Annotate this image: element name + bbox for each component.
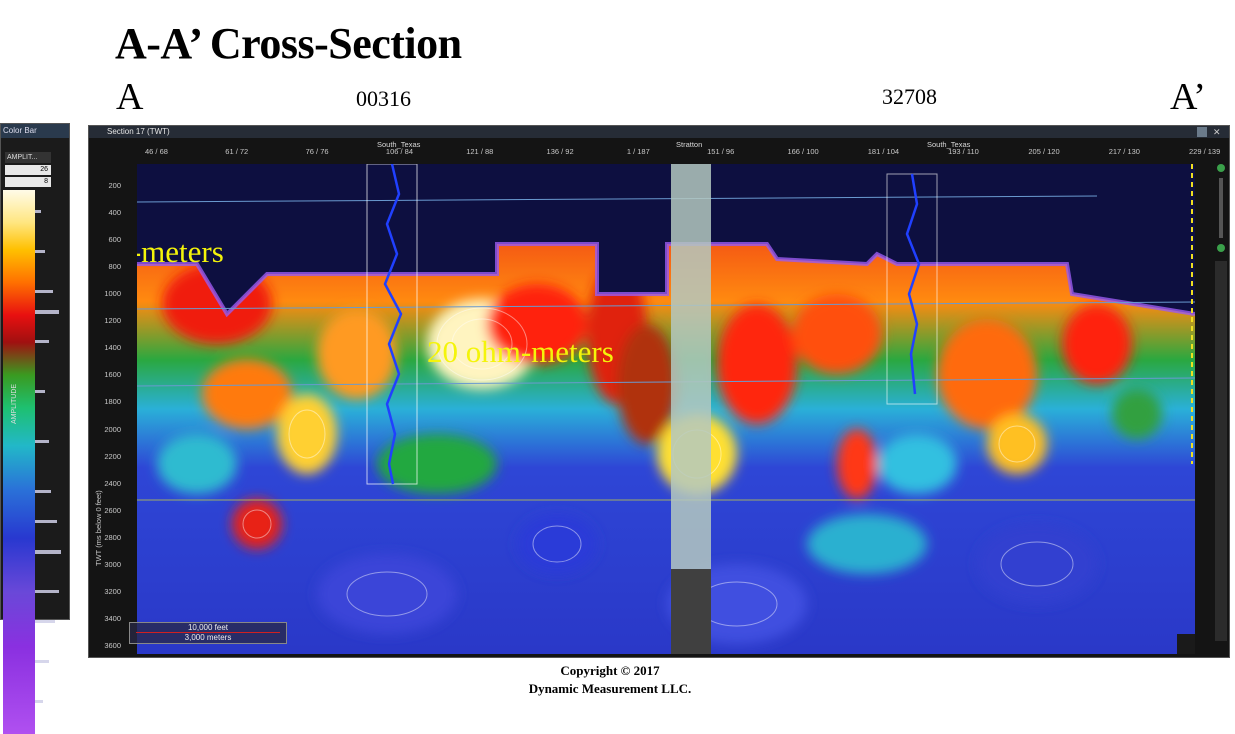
annotation-20-ohm-meters: 20 ohm-meters: [427, 334, 614, 369]
x-tick-label: 121 / 88: [466, 147, 494, 156]
x-tick-label: 136 / 92: [546, 147, 574, 156]
close-icon[interactable]: ✕: [1213, 127, 1221, 137]
y-tick-label: 1000: [104, 289, 121, 299]
zoom-slider[interactable]: [1219, 178, 1223, 238]
y-tick-label: 2800: [104, 532, 121, 542]
y-tick-label: 600: [108, 235, 121, 245]
copyright-line-2: Dynamic Measurement LLC.: [528, 681, 692, 696]
resistivity-section-plot[interactable]: 23 ohm-meters 20 ohm-meters: [137, 164, 1195, 654]
south-texas-label-1: South_Texas: [377, 140, 421, 149]
x-tick-label: 166 / 100: [787, 147, 819, 156]
section-window: Section 17 (TWT) ✕ South_Texas Stratton …: [88, 125, 1230, 658]
x-tick-label: 1 / 187: [626, 147, 650, 156]
attribute-dropdown[interactable]: AMPLIT...: [5, 152, 51, 163]
well-label-32708: 32708: [882, 84, 937, 109]
min-value-field[interactable]: 8: [5, 177, 51, 187]
endpoint-a-label: A: [116, 76, 144, 118]
y-tick-label: 1200: [104, 316, 121, 326]
x-tick-label: 229 / 139: [1189, 147, 1221, 156]
color-bar-panel: Color Bar AMPLIT... 26 8 AMPLITUDE: [0, 123, 70, 734]
well-label-00316: 00316: [356, 86, 411, 111]
y-tick-label: 3200: [104, 586, 121, 596]
x-tick-label: 205 / 120: [1028, 147, 1060, 156]
y-axis-label: TWT (ms below 0 feet): [94, 490, 103, 566]
y-tick-label: 2400: [104, 478, 121, 488]
y-tick-label: 2200: [104, 451, 121, 461]
y-tick-label: 1800: [104, 397, 121, 407]
y-tick-label: 1600: [104, 370, 121, 380]
page-title: A-A’ Cross-Section: [115, 19, 462, 68]
amplitude-histogram: [35, 210, 61, 703]
y-tick-label: 2000: [104, 424, 121, 434]
x-tick-label: 151 / 96: [707, 147, 735, 156]
color-scale-gradient: [3, 190, 35, 734]
y-tick-label: 400: [108, 208, 121, 218]
copyright-line-1: Copyright © 2017: [560, 663, 660, 678]
y-tick-label: 3400: [104, 613, 121, 623]
scale-bar-meters: 3,000 meters: [184, 633, 232, 642]
y-tick-label: 800: [108, 262, 121, 272]
stratton-label: Stratton: [676, 140, 703, 149]
y-tick-label: 1400: [104, 343, 121, 353]
x-tick-label: 193 / 110: [948, 147, 979, 156]
color-bar-axis-label: AMPLITUDE: [11, 383, 18, 424]
zoom-out-icon[interactable]: [1217, 244, 1225, 252]
y-tick-label: 2600: [104, 505, 121, 515]
y-tick-label: 200: [108, 181, 121, 190]
endpoint-a-prime-label: A’: [1170, 76, 1206, 118]
zoom-in-icon[interactable]: [1217, 164, 1225, 172]
color-bar-header: Color Bar: [1, 124, 69, 138]
x-tick-label: 106 / 84: [385, 147, 414, 156]
restore-window-icon[interactable]: [1197, 127, 1207, 137]
annotation-23-ohm-meters: 23 ohm-meters: [137, 234, 224, 269]
x-tick-label: 181 / 104: [867, 147, 900, 156]
max-value-field[interactable]: 26: [5, 165, 51, 175]
x-tick-label: 217 / 130: [1108, 147, 1140, 156]
y-tick-label: 3000: [104, 559, 121, 569]
y-tick-label: 3600: [104, 641, 121, 650]
scale-bar-feet: 10,000 feet: [187, 623, 229, 632]
section-window-title: Section 17 (TWT): [89, 126, 1229, 138]
scale-bar: 10,000 feet 3,000 meters: [129, 622, 287, 644]
x-tick-label: 46 / 68: [145, 147, 168, 156]
south-texas-label-2: South_Texas: [927, 140, 971, 149]
x-tick-label: 61 / 72: [225, 147, 249, 156]
vertical-scrollbar[interactable]: [1215, 261, 1227, 641]
x-tick-label: 76 / 76: [305, 147, 329, 156]
